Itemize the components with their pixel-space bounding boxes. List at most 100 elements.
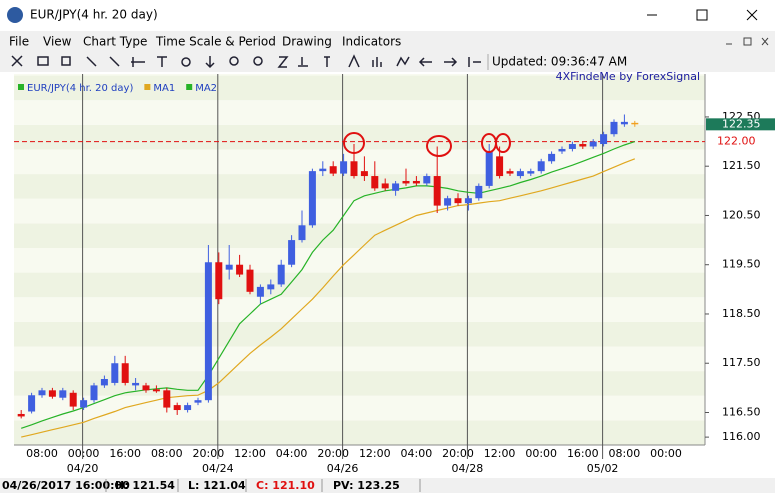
- menu-item[interactable]: Indicators: [342, 35, 401, 49]
- candle-body: [600, 134, 608, 145]
- candle-body: [121, 363, 129, 383]
- updated-time: Updated: 09:36:47 AM: [492, 55, 627, 69]
- candle-body: [225, 264, 233, 270]
- x-tick-label: 20:00: [317, 447, 349, 460]
- x-tick-label: 12:00: [234, 447, 266, 460]
- legend-swatch: [186, 84, 193, 90]
- menu-item[interactable]: Time Scale & Period: [155, 35, 276, 49]
- background-band: [14, 198, 705, 224]
- candle-body: [444, 198, 452, 206]
- candle-body: [423, 176, 431, 184]
- background-band: [14, 395, 705, 421]
- candle-body: [236, 264, 244, 275]
- candle-body: [610, 121, 618, 135]
- background-band: [14, 74, 705, 76]
- last-price-box: [706, 118, 775, 131]
- y-tick-label: 119.50: [722, 258, 761, 271]
- status-date: 04/26/2017 16:00:00: [2, 479, 130, 492]
- candle-body: [298, 225, 306, 241]
- menu-bar: [0, 31, 775, 52]
- candle-body: [464, 198, 472, 204]
- candle-body: [412, 180, 420, 184]
- candle-body: [402, 180, 410, 184]
- window-title: EUR/JPY(4 hr. 20 day): [30, 8, 158, 22]
- candle-body: [579, 144, 587, 147]
- legend-label: EUR/JPY(4 hr. 20 day): [27, 83, 133, 94]
- drawing-annotations: [343, 132, 511, 157]
- candle-body: [28, 395, 36, 412]
- candle-body: [17, 413, 25, 417]
- candle-body: [38, 390, 46, 396]
- candle-body: [277, 264, 285, 285]
- title-bar: [0, 0, 775, 30]
- x-tick-label: 20:00: [442, 447, 474, 460]
- candle-body: [163, 390, 171, 408]
- candle-body: [100, 378, 108, 386]
- candle-body: [246, 269, 254, 292]
- last-price-label: 122.35: [722, 117, 761, 130]
- y-tick-label: 120.50: [722, 208, 761, 221]
- candle-body: [132, 382, 140, 386]
- x-tick-label: 04:00: [401, 447, 433, 460]
- status-low: L: 121.04: [188, 479, 246, 492]
- candle-body: [204, 262, 212, 401]
- candle-body: [194, 400, 202, 403]
- legend-swatch: [144, 84, 151, 90]
- candle-body: [496, 156, 504, 177]
- maximize-button[interactable]: [696, 9, 708, 21]
- background-band: [14, 420, 705, 445]
- app-icon: [7, 7, 23, 23]
- y-tick-label: 116.00: [722, 430, 761, 443]
- x-tick-label: 00:00: [650, 447, 682, 460]
- candle-body: [59, 390, 67, 398]
- candle-body: [506, 171, 514, 174]
- candle-body: [475, 185, 483, 199]
- background-band: [14, 174, 705, 199]
- legend-swatch: [18, 84, 24, 90]
- candle-body: [173, 405, 181, 411]
- x-tick-label: 16:00: [109, 447, 141, 460]
- menu-item[interactable]: File: [9, 35, 29, 49]
- x-tick-label: 16:00: [567, 447, 599, 460]
- candle-body: [329, 166, 337, 174]
- candle-body: [319, 168, 327, 172]
- x-tick-label: 04:00: [276, 447, 308, 460]
- candle-body: [620, 121, 628, 125]
- mdi-controls: [726, 37, 769, 46]
- menu-item[interactable]: View: [43, 35, 72, 49]
- y-tick-label: 116.50: [722, 405, 761, 418]
- candle-body: [360, 171, 368, 177]
- date-label: 04/28: [452, 462, 484, 475]
- watermark: 4XFindeMe by ForexSignal: [556, 70, 700, 83]
- candle-body: [215, 262, 223, 300]
- candle-body: [537, 161, 545, 172]
- candle-body: [631, 122, 639, 125]
- close-button[interactable]: [746, 9, 758, 21]
- x-tick-label: 00:00: [525, 447, 557, 460]
- candle-body: [267, 284, 275, 290]
- legend-label: MA2: [195, 83, 217, 94]
- candle-body: [256, 286, 264, 297]
- date-label: 04/20: [67, 462, 99, 475]
- status-bar: [0, 478, 775, 493]
- x-tick-label: 12:00: [484, 447, 516, 460]
- candle-body: [350, 161, 358, 177]
- candle-body: [152, 389, 160, 392]
- menu-item[interactable]: Drawing: [282, 35, 332, 49]
- background-band: [14, 100, 705, 125]
- moving-average-line: [21, 141, 635, 429]
- status-pv: PV: 123.25: [333, 479, 400, 492]
- candle-body: [111, 363, 119, 383]
- candle-body: [568, 144, 576, 149]
- candle-body: [527, 171, 535, 174]
- candle-body: [69, 392, 77, 407]
- background-band: [14, 75, 705, 101]
- candle-body: [392, 183, 400, 191]
- menu-item[interactable]: Chart Type: [83, 35, 147, 49]
- toolbar-icons[interactable]: [11, 54, 481, 69]
- candle-body: [184, 405, 192, 411]
- background-band: [14, 247, 705, 273]
- chart: 122.50121.50120.50119.50118.50117.50116.…: [14, 70, 775, 475]
- date-label: 04/26: [327, 462, 359, 475]
